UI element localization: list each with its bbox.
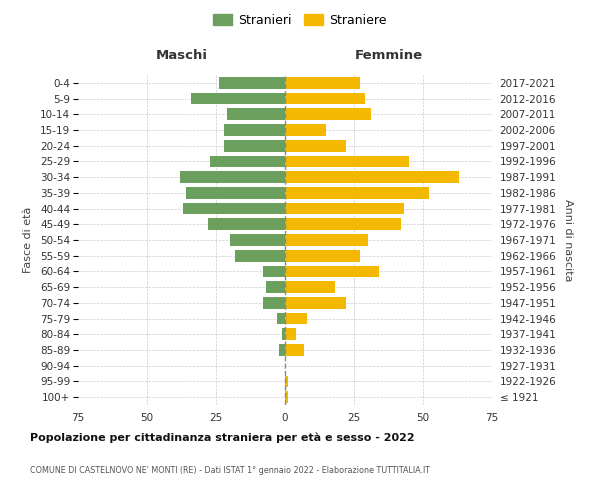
Text: Popolazione per cittadinanza straniera per età e sesso - 2022: Popolazione per cittadinanza straniera p…	[30, 432, 415, 443]
Bar	[285, 171, 459, 183]
Bar	[285, 266, 379, 278]
Bar	[285, 92, 365, 104]
Bar	[227, 108, 285, 120]
Bar	[280, 344, 285, 356]
Bar	[285, 234, 368, 246]
Legend: Stranieri, Straniere: Stranieri, Straniere	[208, 8, 392, 32]
Bar	[285, 124, 326, 136]
Bar	[224, 124, 285, 136]
Bar	[183, 202, 285, 214]
Bar	[285, 140, 346, 151]
Bar	[277, 312, 285, 324]
Bar	[208, 218, 285, 230]
Bar	[285, 391, 288, 403]
Bar	[285, 202, 404, 214]
Bar	[285, 77, 359, 89]
Bar	[285, 376, 288, 388]
Bar	[285, 187, 428, 198]
Bar	[263, 297, 285, 308]
Bar	[263, 266, 285, 278]
Bar	[285, 156, 409, 168]
Bar	[285, 344, 304, 356]
Bar	[219, 77, 285, 89]
Text: Maschi: Maschi	[155, 50, 208, 62]
Bar	[285, 297, 346, 308]
Y-axis label: Fasce di età: Fasce di età	[23, 207, 33, 273]
Bar	[224, 140, 285, 151]
Bar	[285, 312, 307, 324]
Bar	[285, 218, 401, 230]
Bar	[285, 328, 296, 340]
Y-axis label: Anni di nascita: Anni di nascita	[563, 198, 574, 281]
Bar	[285, 108, 371, 120]
Bar	[191, 92, 285, 104]
Bar	[185, 187, 285, 198]
Text: COMUNE DI CASTELNOVO NE' MONTI (RE) - Dati ISTAT 1° gennaio 2022 - Elaborazione : COMUNE DI CASTELNOVO NE' MONTI (RE) - Da…	[30, 466, 430, 475]
Bar	[180, 171, 285, 183]
Bar	[235, 250, 285, 262]
Bar	[211, 156, 285, 168]
Bar	[285, 281, 335, 293]
Bar	[282, 328, 285, 340]
Bar	[285, 250, 359, 262]
Text: Femmine: Femmine	[355, 50, 422, 62]
Bar	[230, 234, 285, 246]
Bar	[266, 281, 285, 293]
